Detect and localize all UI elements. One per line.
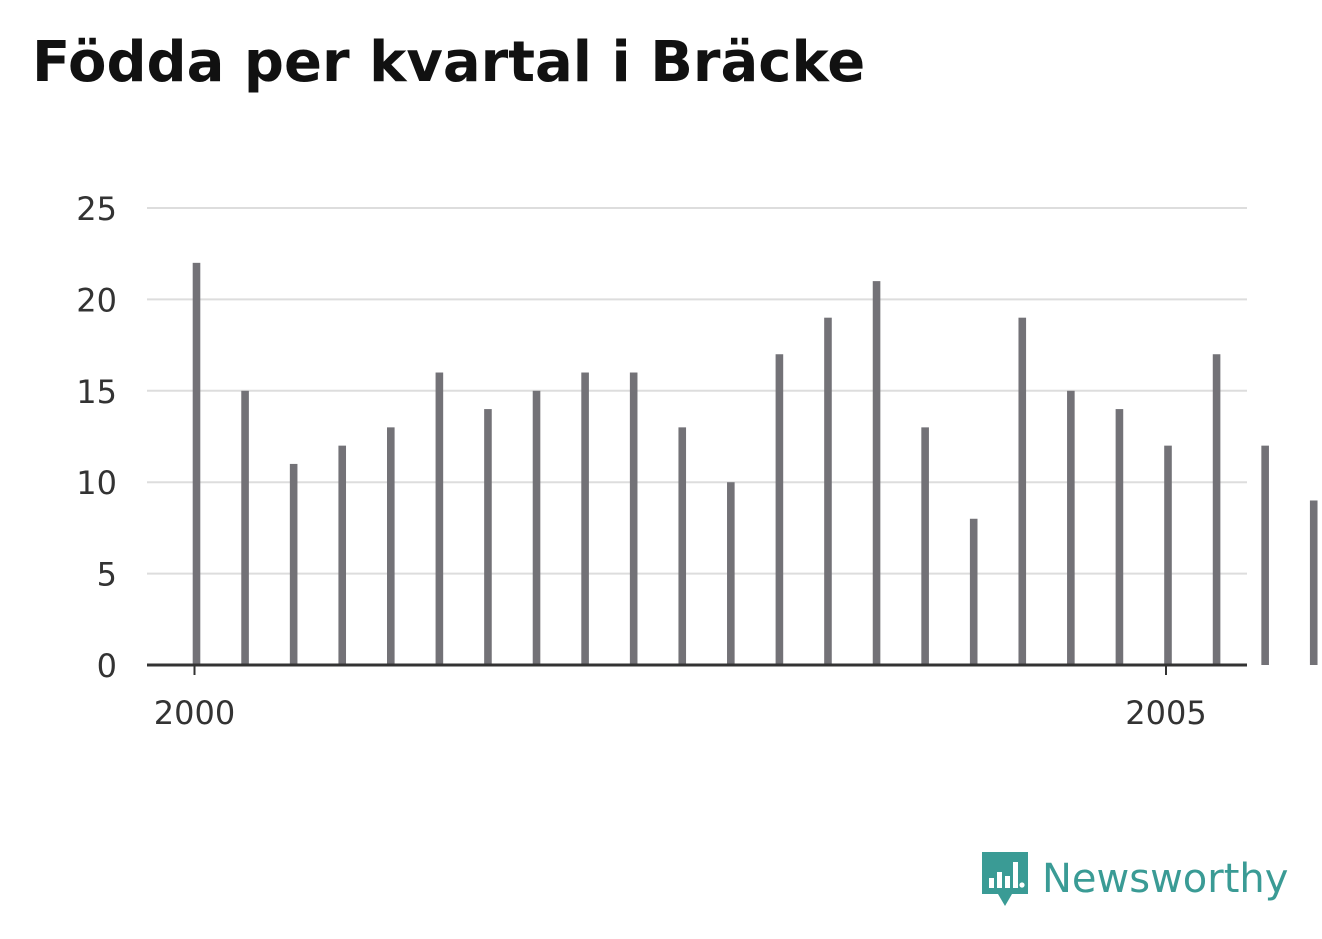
bar [775,354,784,665]
bar [387,427,395,665]
bar [338,445,347,665]
bar [532,390,541,665]
y-tick-label: 5 [97,556,117,594]
bar [1115,409,1124,665]
x-tick-label: 2000 [154,694,235,732]
y-tick-label: 10 [76,464,117,502]
bars [192,262,1318,665]
bar [872,281,881,665]
gridlines [147,207,1247,575]
y-tick-label: 15 [76,373,117,411]
bar [1018,317,1027,665]
bar [581,372,589,665]
bar [727,482,735,665]
newsworthy-logo-icon [982,852,1028,906]
bar [824,317,832,665]
brand-name: Newsworthy [1042,856,1289,902]
bar [1164,445,1172,665]
y-tick-label: 20 [76,281,117,319]
y-axis-ticks: 0 5 10 15 20 25 [76,190,117,685]
bar [1067,390,1075,665]
bar [1309,500,1318,665]
y-tick-label: 0 [97,647,117,685]
chart-title: Födda per kvartal i Bräcke [32,30,866,95]
bar [678,427,687,665]
bar [629,372,638,665]
bar [241,390,249,665]
bar [921,427,929,665]
x-axis: 200020052010201520202025 [147,663,1247,732]
x-tick-label: 2005 [1125,694,1206,732]
bar [192,262,201,665]
bar [969,518,978,665]
y-tick-label: 25 [76,190,117,228]
bar [1261,445,1269,665]
bar [484,409,492,665]
bar [1212,354,1221,665]
bar [289,463,298,665]
brand-logo: Newsworthy [980,848,1288,910]
bar [435,372,444,665]
